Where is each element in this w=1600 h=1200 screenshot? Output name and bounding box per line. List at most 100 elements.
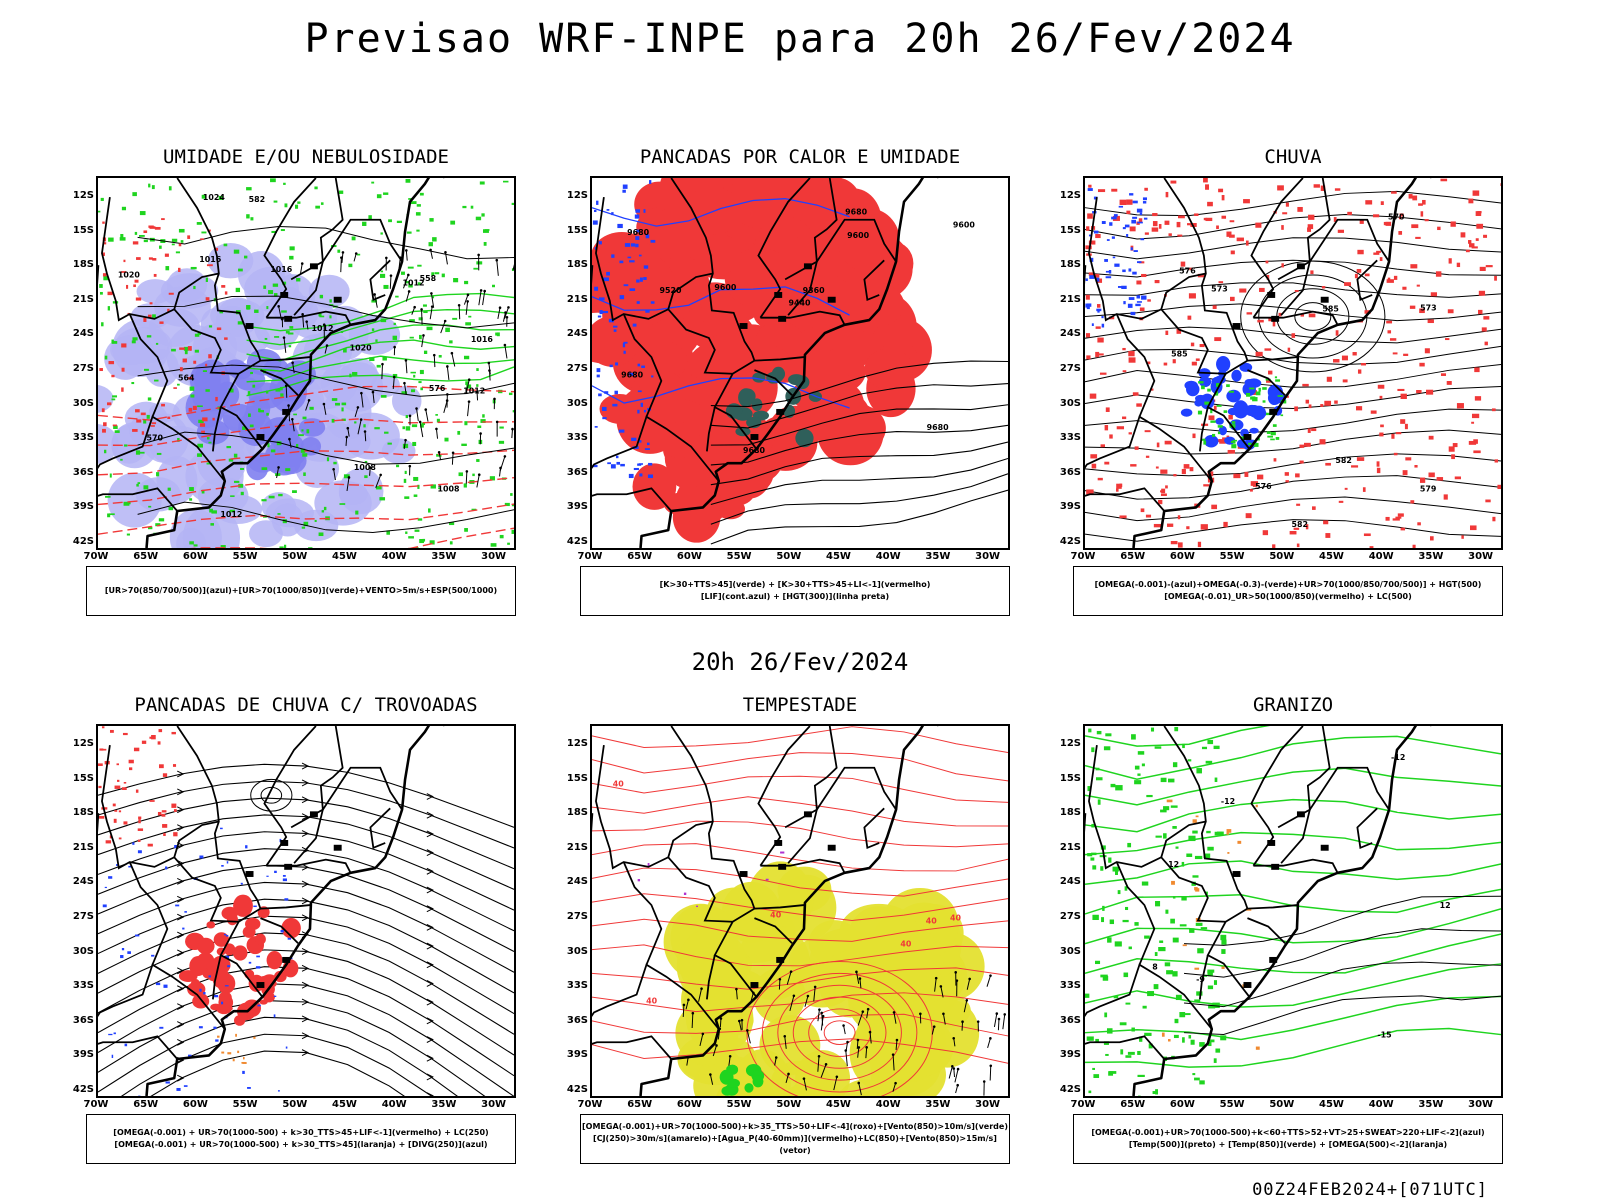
legend-line: [OMEGA(-0.001) + UR>70(1000-500) + k>30_… bbox=[114, 1140, 488, 1149]
lake-mark bbox=[803, 811, 812, 818]
border-line bbox=[1250, 178, 1304, 319]
lat-label: 36S bbox=[72, 1014, 94, 1026]
lon-label: 70W bbox=[1070, 1099, 1096, 1110]
lat-label: 12S bbox=[72, 190, 94, 201]
lake-mark bbox=[778, 863, 787, 870]
lat-label: 12S bbox=[566, 190, 588, 201]
hgt500-labels: 582 585 573 576 579 576 573 570 582 585 bbox=[1171, 213, 1437, 529]
lat-label: 27S bbox=[72, 363, 94, 374]
panel-2-map: 9600 9680 9680 9600 9680 9600 9520 9440 9360 9680… bbox=[590, 176, 1010, 550]
rain-green-specks bbox=[1197, 376, 1287, 449]
thickness-dashed-red bbox=[98, 385, 514, 548]
border-line bbox=[260, 904, 311, 910]
svg-text:1020: 1020 bbox=[350, 344, 373, 353]
lon-label: 30W bbox=[481, 1099, 507, 1110]
svg-text:-12: -12 bbox=[1391, 753, 1405, 762]
lon-label: 35W bbox=[431, 1099, 457, 1110]
svg-text:9600: 9600 bbox=[847, 231, 870, 240]
svg-text:9680: 9680 bbox=[845, 208, 868, 217]
lon-label: 35W bbox=[925, 1099, 951, 1110]
legend-line: [OMEGA(-0.001)-(azul)+OMEGA(-0.3)-(verde… bbox=[1094, 580, 1482, 589]
lake-mark bbox=[739, 871, 748, 877]
lon-label: 60W bbox=[1169, 551, 1195, 562]
panel-1-legend: [UR>70(850/700/500)](azul)+[UR>70(1000/8… bbox=[86, 566, 516, 616]
lon-label: 55W bbox=[232, 1099, 258, 1110]
legend-line: [CJ(250)>30m/s](amarelo)+[Agua_P(40-60mm… bbox=[593, 1134, 997, 1155]
svg-text:1024: 1024 bbox=[203, 193, 226, 202]
panel-5-legend: [OMEGA(-0.001)+UR>70(1000-500)+k>35_TTS>… bbox=[580, 1114, 1010, 1164]
border-line bbox=[1280, 218, 1390, 316]
border-line bbox=[1085, 1035, 1165, 1060]
east-coastline bbox=[145, 178, 445, 548]
lon-label: 55W bbox=[1219, 1099, 1245, 1110]
panel-3-title: CHUVA bbox=[1264, 146, 1322, 168]
vortex-rings bbox=[250, 778, 293, 812]
svg-text:-12: -12 bbox=[1221, 797, 1235, 806]
panel-4-map bbox=[96, 724, 516, 1098]
lake-mark bbox=[803, 263, 812, 270]
border-line bbox=[1163, 726, 1251, 998]
svg-text:40: 40 bbox=[770, 911, 782, 920]
border-line bbox=[176, 178, 264, 450]
lake-mark bbox=[827, 844, 836, 851]
border-line bbox=[173, 308, 239, 375]
lat-label: 24S bbox=[1059, 876, 1081, 888]
svg-text:1016: 1016 bbox=[270, 265, 293, 274]
svg-text:1012: 1012 bbox=[312, 324, 334, 333]
lake-mark bbox=[1267, 839, 1276, 846]
lake-mark bbox=[1320, 296, 1329, 303]
svg-text:564: 564 bbox=[178, 373, 195, 382]
lat-label: 15S bbox=[566, 772, 588, 784]
lon-label: 55W bbox=[1219, 551, 1245, 562]
lat-label: 33S bbox=[566, 980, 588, 992]
lon-label: 40W bbox=[381, 1099, 407, 1110]
lake-mark bbox=[1271, 315, 1280, 322]
panel-2-map-outlines bbox=[592, 178, 939, 548]
thunder-red-north bbox=[98, 726, 178, 847]
border-line bbox=[1356, 807, 1378, 850]
lat-label: 18S bbox=[566, 259, 588, 271]
lon-label: 45W bbox=[332, 1099, 357, 1110]
lat-label: 27S bbox=[566, 911, 588, 922]
border-line bbox=[1247, 356, 1298, 362]
border-line bbox=[1088, 744, 1207, 870]
lat-label: 30S bbox=[72, 397, 94, 409]
lon-label: 35W bbox=[925, 551, 951, 562]
lat-label: 33S bbox=[566, 432, 588, 444]
svg-text:558: 558 bbox=[420, 274, 437, 283]
lon-label: 65W bbox=[133, 551, 159, 562]
lake-mark bbox=[284, 863, 293, 870]
border-line bbox=[787, 766, 897, 864]
svg-text:573: 573 bbox=[1420, 304, 1437, 313]
lat-label: 27S bbox=[72, 911, 94, 922]
lon-label: 60W bbox=[182, 551, 208, 562]
border-line bbox=[266, 858, 352, 874]
panel-3-legend: [OMEGA(-0.001)-(azul)+OMEGA(-0.3)-(verde… bbox=[1073, 566, 1503, 616]
border-line bbox=[101, 196, 220, 322]
panel-6-legend: [OMEGA(-0.001)+UR>70(1000-500)+k<60+TTS>… bbox=[1073, 1114, 1503, 1164]
svg-text:40: 40 bbox=[926, 916, 938, 925]
svg-text:579: 579 bbox=[1420, 485, 1437, 494]
lake-mark bbox=[1243, 434, 1252, 440]
svg-text:40: 40 bbox=[950, 914, 962, 923]
lat-label: 42S bbox=[566, 536, 588, 547]
svg-text:582: 582 bbox=[249, 195, 266, 204]
lat-label: 42S bbox=[1059, 1084, 1081, 1095]
border-line bbox=[622, 313, 663, 418]
lon-label: 70W bbox=[83, 551, 109, 562]
lon-label: 45W bbox=[1319, 551, 1344, 562]
lat-label: 21S bbox=[1059, 293, 1081, 305]
border-line bbox=[706, 954, 716, 1000]
lon-label: 40W bbox=[381, 551, 407, 562]
temp500-black bbox=[1184, 895, 1501, 1035]
svg-text:40: 40 bbox=[613, 780, 625, 789]
lat-label: 39S bbox=[1059, 501, 1081, 513]
border-line bbox=[293, 766, 403, 864]
lon-label: 40W bbox=[875, 551, 901, 562]
border-line bbox=[670, 178, 758, 450]
lon-label: 65W bbox=[1120, 551, 1146, 562]
lon-label: 50W bbox=[282, 1099, 308, 1110]
lon-label: 50W bbox=[1269, 551, 1295, 562]
lake-mark bbox=[774, 839, 783, 846]
hgt300-contours bbox=[710, 360, 1008, 545]
